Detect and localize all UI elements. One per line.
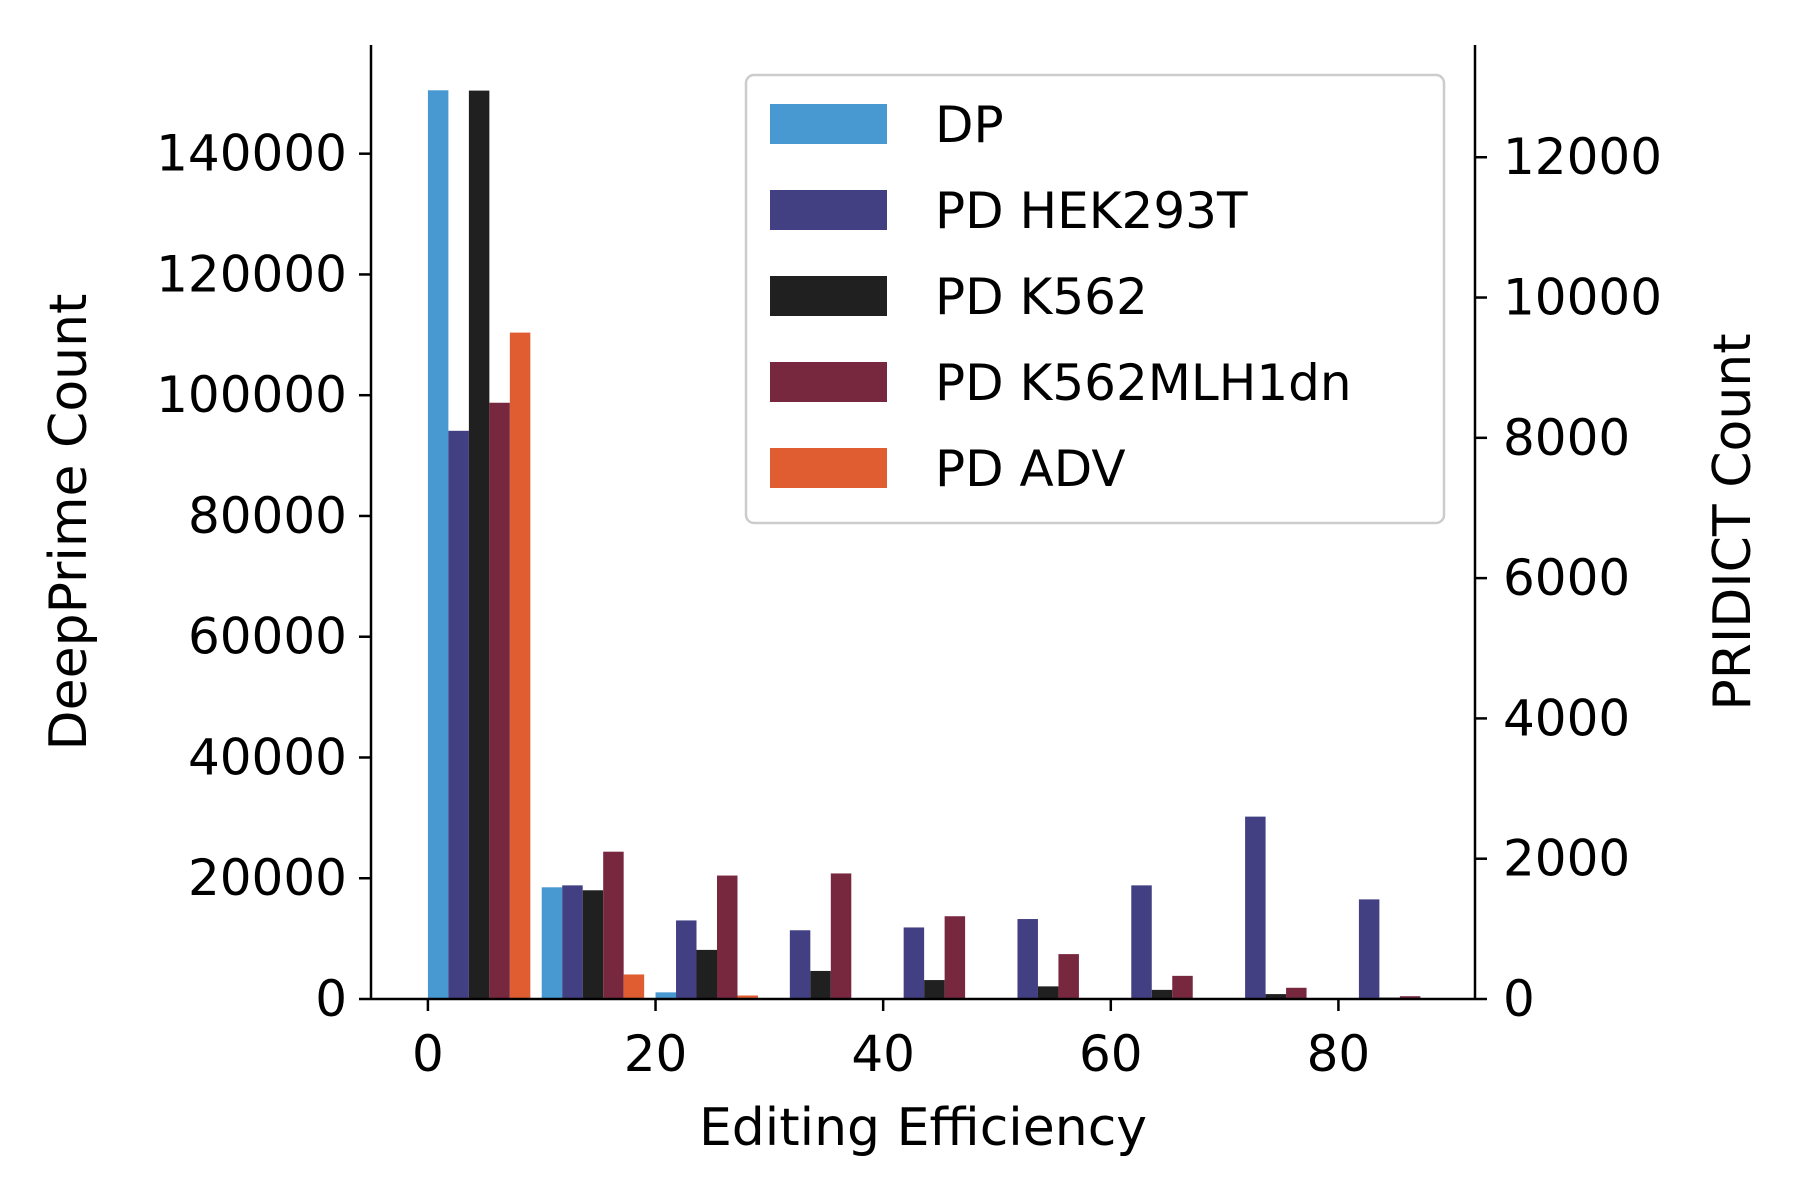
x-tick-label: 20 (624, 1025, 688, 1083)
legend-label: PD HEK293T (935, 182, 1248, 240)
y-tick-label-right: 4000 (1503, 689, 1630, 747)
bar (509, 332, 531, 1000)
bar (924, 980, 945, 999)
y-axis-title-right: PRIDICT Count (1703, 333, 1763, 710)
y-ticks-left: 0 20000 40000 60000 80000 100000 120000 140000 (156, 125, 371, 1028)
bar (541, 887, 563, 999)
bar (489, 402, 510, 999)
legend-label: DP (935, 96, 1004, 154)
bar (676, 920, 697, 999)
bars-group (427, 90, 1421, 1000)
y-tick-label-left: 0 (315, 970, 347, 1028)
bar (1286, 987, 1307, 999)
bar (1399, 996, 1421, 999)
x-ticks: 0 20 40 60 80 (412, 999, 1370, 1083)
bar (623, 974, 645, 999)
bar (830, 873, 852, 999)
bar (1017, 919, 1038, 999)
legend-label: PD ADV (935, 440, 1126, 498)
legend-label: PD K562 (935, 268, 1148, 326)
x-axis-title: Editing Efficiency (699, 1098, 1147, 1158)
bar (427, 90, 449, 1000)
bar (1151, 989, 1173, 999)
legend-frame (744, 73, 1446, 525)
bar (655, 992, 677, 999)
bar (603, 851, 624, 999)
bar (1037, 986, 1059, 999)
legend: DP PD HEK293T PD K562 PD K562MLH1dn PD ADV (744, 73, 1446, 525)
y-ticks-right: 0 2000 4000 6000 8000 10000 12000 (1475, 128, 1662, 1028)
y-tick-label-left: 100000 (156, 366, 347, 424)
legend-swatch (770, 448, 887, 488)
legend-swatch (770, 104, 887, 144)
x-tick-label: 80 (1307, 1025, 1371, 1083)
bar (696, 949, 717, 999)
bar (810, 970, 831, 999)
x-tick-label: 0 (412, 1025, 444, 1083)
legend-swatch (770, 362, 887, 402)
legend-label: PD K562MLH1dn (935, 354, 1352, 412)
bar (1245, 816, 1266, 999)
y-tick-label-left: 140000 (156, 125, 347, 183)
y-tick-label-left: 60000 (188, 608, 347, 666)
bar (944, 916, 966, 999)
y-axis-title-left: DeepPrime Count (39, 294, 99, 751)
bar (789, 930, 811, 999)
y-tick-label-right: 8000 (1503, 409, 1630, 467)
bar (582, 890, 604, 999)
bar (737, 995, 758, 999)
legend-swatch (770, 190, 887, 230)
x-tick-label: 40 (851, 1025, 915, 1083)
y-tick-label-left: 20000 (188, 849, 347, 907)
y-tick-label-right: 10000 (1503, 269, 1662, 327)
bar (1172, 975, 1193, 999)
bar (448, 430, 469, 999)
y-tick-label-right: 6000 (1503, 549, 1630, 607)
bar (1058, 954, 1079, 999)
bar (562, 885, 583, 999)
y-tick-label-left: 120000 (156, 245, 347, 303)
bar (1131, 885, 1152, 999)
legend-swatch (770, 276, 887, 316)
y-tick-label-right: 2000 (1503, 830, 1630, 888)
bar (903, 927, 925, 999)
bar (1358, 899, 1380, 999)
bar (468, 90, 490, 1000)
y-tick-label-right: 12000 (1503, 128, 1662, 186)
bar (716, 875, 738, 999)
bar (1265, 994, 1287, 999)
y-tick-label-right: 0 (1503, 970, 1535, 1028)
y-tick-label-left: 80000 (188, 487, 347, 545)
x-tick-label: 60 (1079, 1025, 1143, 1083)
y-tick-label-left: 40000 (188, 728, 347, 786)
